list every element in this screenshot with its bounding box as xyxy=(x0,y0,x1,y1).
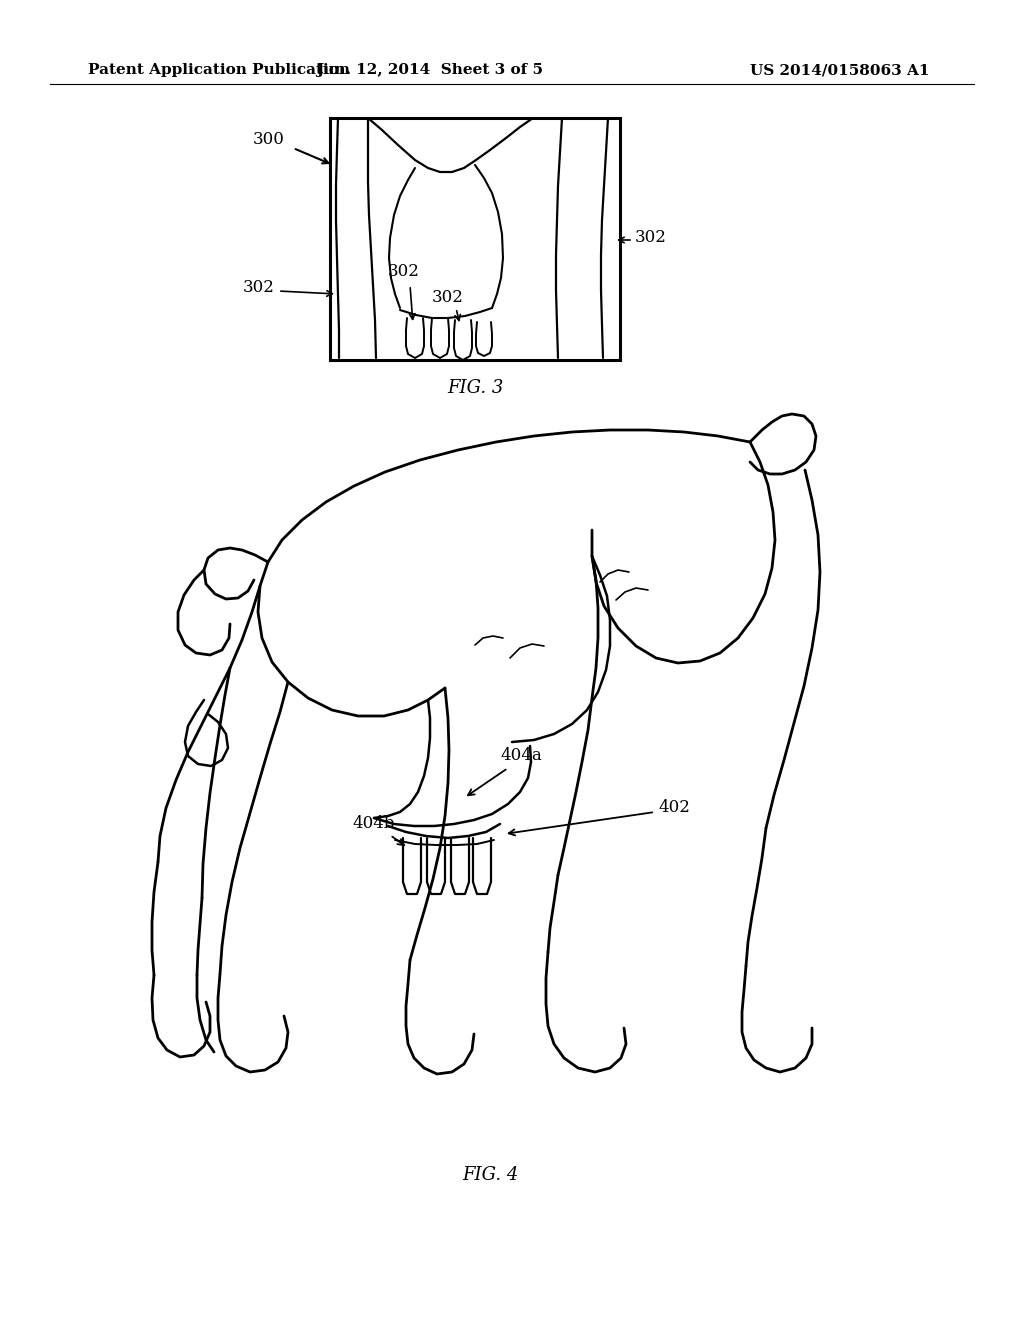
Bar xyxy=(330,117,620,360)
Text: 302: 302 xyxy=(635,230,667,247)
Text: 302: 302 xyxy=(388,264,420,281)
Text: 302: 302 xyxy=(243,280,275,297)
Text: US 2014/0158063 A1: US 2014/0158063 A1 xyxy=(751,63,930,77)
Text: FIG. 3: FIG. 3 xyxy=(446,379,503,397)
Text: 402: 402 xyxy=(658,800,690,817)
Text: 404b: 404b xyxy=(352,816,394,833)
Text: FIG. 4: FIG. 4 xyxy=(462,1166,518,1184)
Text: 302: 302 xyxy=(432,289,464,306)
Text: Patent Application Publication: Patent Application Publication xyxy=(88,63,350,77)
Text: 404a: 404a xyxy=(500,747,542,763)
Text: 300: 300 xyxy=(253,132,285,149)
Text: Jun. 12, 2014  Sheet 3 of 5: Jun. 12, 2014 Sheet 3 of 5 xyxy=(316,63,544,77)
